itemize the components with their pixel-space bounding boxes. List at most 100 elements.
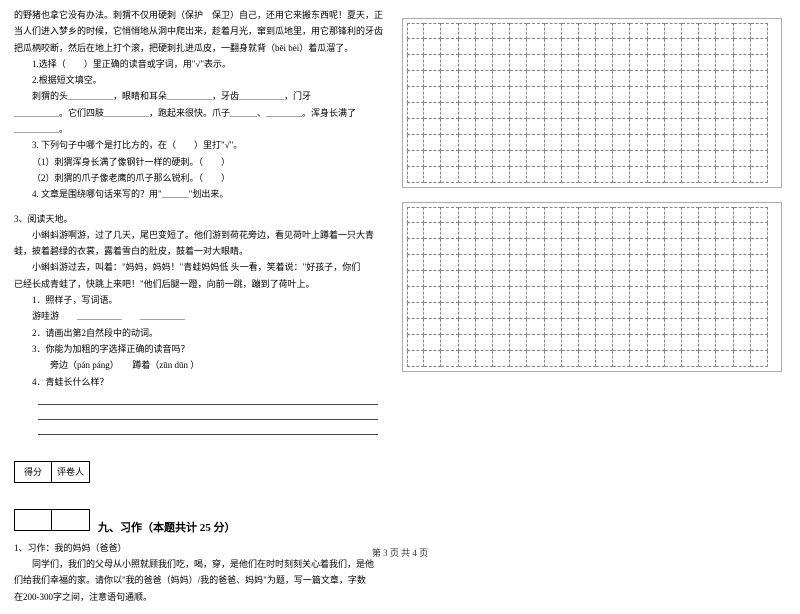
grid-cell[interactable] [493,103,510,119]
grid-cell[interactable] [630,71,647,87]
grid-cell[interactable] [699,287,716,303]
grid-cell[interactable] [751,287,768,303]
grid-cell[interactable] [441,207,458,223]
grid-cell[interactable] [493,55,510,71]
grid-cell[interactable] [476,271,493,287]
grid-cell[interactable] [751,135,768,151]
grid-cell[interactable] [648,335,665,351]
grid-cell[interactable] [665,287,682,303]
grid-cell[interactable] [579,23,596,39]
grid-cell[interactable] [613,55,630,71]
grid-cell[interactable] [510,255,527,271]
grid-cell[interactable] [424,151,441,167]
grid-cell[interactable] [648,39,665,55]
grid-cell[interactable] [734,303,751,319]
grid-cell[interactable] [493,207,510,223]
grid-cell[interactable] [648,103,665,119]
grid-cell[interactable] [493,87,510,103]
grid-cell[interactable] [476,303,493,319]
grid-cell[interactable] [493,271,510,287]
grid-cell[interactable] [716,223,733,239]
grid-cell[interactable] [407,207,424,223]
grid-cell[interactable] [510,303,527,319]
grid-cell[interactable] [751,223,768,239]
grid-cell[interactable] [493,287,510,303]
grid-cell[interactable] [510,71,527,87]
grid-cell[interactable] [596,39,613,55]
grid-cell[interactable] [716,103,733,119]
grid-cell[interactable] [510,271,527,287]
grid-cell[interactable] [734,223,751,239]
grid-cell[interactable] [493,255,510,271]
grid-cell[interactable] [716,87,733,103]
grid-cell[interactable] [734,119,751,135]
grid-cell[interactable] [665,207,682,223]
grid-cell[interactable] [665,135,682,151]
grid-cell[interactable] [596,71,613,87]
grid-cell[interactable] [407,271,424,287]
grid-cell[interactable] [424,87,441,103]
grid-cell[interactable] [424,255,441,271]
grid-cell[interactable] [682,167,699,183]
grid-cell[interactable] [648,223,665,239]
grid-cell[interactable] [510,55,527,71]
grid-cell[interactable] [476,335,493,351]
grid-cell[interactable] [751,239,768,255]
grid-cell[interactable] [441,103,458,119]
grid-cell[interactable] [613,287,630,303]
grid-cell[interactable] [699,151,716,167]
grid-cell[interactable] [579,351,596,367]
grid-cell[interactable] [476,23,493,39]
grid-cell[interactable] [613,103,630,119]
grid-cell[interactable] [476,151,493,167]
grid-cell[interactable] [716,207,733,223]
grid-cell[interactable] [424,55,441,71]
writing-grid-2[interactable] [402,202,782,372]
grid-cell[interactable] [734,319,751,335]
grid-cell[interactable] [527,119,544,135]
grid-cell[interactable] [459,207,476,223]
grid-cell[interactable] [562,39,579,55]
grid-cell[interactable] [459,87,476,103]
grid-cell[interactable] [579,135,596,151]
grid-cell[interactable] [493,319,510,335]
grid-cell[interactable] [596,319,613,335]
answer-line[interactable] [38,395,378,405]
grid-cell[interactable] [630,151,647,167]
grid-cell[interactable] [596,255,613,271]
grid-cell[interactable] [510,135,527,151]
grid-cell[interactable] [630,23,647,39]
grid-cell[interactable] [648,207,665,223]
grid-cell[interactable] [596,135,613,151]
grid-cell[interactable] [476,287,493,303]
grid-cell[interactable] [424,335,441,351]
grid-cell[interactable] [441,223,458,239]
grid-cell[interactable] [441,335,458,351]
grid-cell[interactable] [527,351,544,367]
grid-cell[interactable] [441,303,458,319]
grid-cell[interactable] [596,351,613,367]
grid-cell[interactable] [716,55,733,71]
grid-cell[interactable] [613,71,630,87]
grid-cell[interactable] [459,351,476,367]
grid-cell[interactable] [699,87,716,103]
grid-cell[interactable] [734,23,751,39]
grid-cell[interactable] [527,23,544,39]
grid-cell[interactable] [579,167,596,183]
grid-cell[interactable] [716,119,733,135]
grid-cell[interactable] [562,167,579,183]
grid-cell[interactable] [682,319,699,335]
grid-cell[interactable] [579,287,596,303]
grid-cell[interactable] [579,335,596,351]
grid-cell[interactable] [493,351,510,367]
grid-cell[interactable] [476,39,493,55]
grid-cell[interactable] [562,271,579,287]
grid-cell[interactable] [407,335,424,351]
grid-cell[interactable] [716,351,733,367]
grid-cell[interactable] [682,119,699,135]
grid-cell[interactable] [510,335,527,351]
grid-cell[interactable] [648,319,665,335]
grid-cell[interactable] [613,23,630,39]
grid-cell[interactable] [407,287,424,303]
grid-cell[interactable] [545,103,562,119]
